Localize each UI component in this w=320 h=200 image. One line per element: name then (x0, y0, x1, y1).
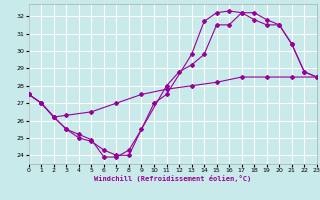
X-axis label: Windchill (Refroidissement éolien,°C): Windchill (Refroidissement éolien,°C) (94, 175, 252, 182)
